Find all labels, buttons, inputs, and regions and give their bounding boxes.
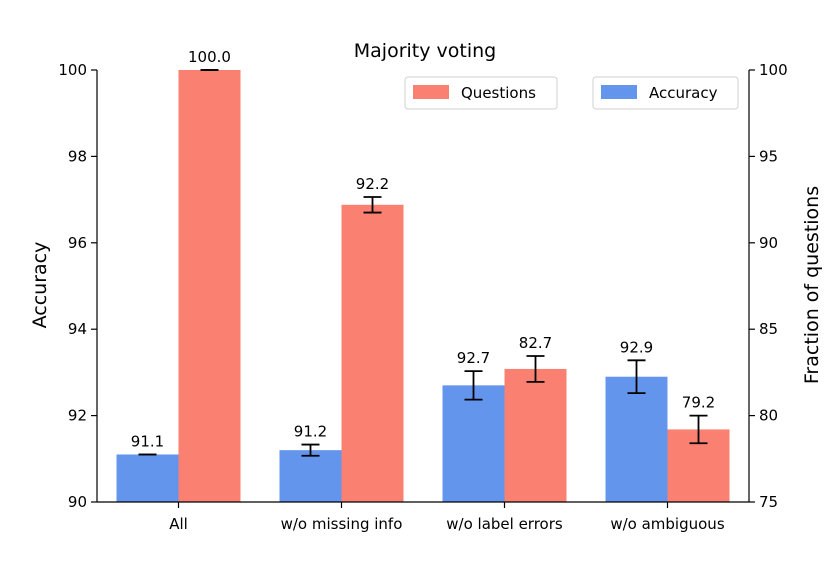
error-bar-questions-1 [363, 196, 382, 214]
data-label-accuracy-2: 92.7 [457, 349, 490, 367]
left-tick-label: 100 [58, 61, 87, 79]
error-bar-questions-3 [689, 414, 708, 445]
left-tick-label: 98 [68, 147, 87, 165]
category-label: w/o ambiguous [610, 515, 724, 533]
legend: Questions Accuracy [404, 76, 739, 110]
error-bar-questions-2 [526, 355, 545, 383]
chart-title: Majority voting [354, 40, 496, 62]
category-label: w/o missing info [281, 515, 403, 533]
data-label-accuracy-0: 91.1 [131, 432, 164, 450]
error-bar-accuracy-3 [627, 359, 646, 395]
error-bar-accuracy-2 [464, 370, 483, 401]
right-axis-title: Fraction of questions [801, 186, 823, 384]
error-bar-accuracy-1 [301, 443, 320, 457]
right-tick-label: 100 [759, 61, 788, 79]
right-tick-label: 90 [759, 234, 778, 252]
legend-swatch [413, 85, 449, 99]
legend-questions: Questions [404, 76, 558, 110]
plot-area: 91.1 91.2 92.7 92.9 100.0 92.2 82.7 79.2 90 92 94 9… [58, 48, 787, 533]
legend-label: Accuracy [649, 84, 718, 102]
data-label-questions-2: 82.7 [519, 334, 552, 352]
left-tick-label: 90 [68, 493, 87, 511]
bar-questions-2 [504, 368, 567, 502]
left-tick-label: 92 [68, 407, 87, 425]
category-label: w/o label errors [446, 515, 563, 533]
bar-accuracy-2 [442, 385, 505, 502]
legend-label: Questions [461, 84, 536, 102]
data-label-accuracy-1: 91.2 [294, 423, 327, 441]
left-tick-label: 96 [68, 234, 87, 252]
bar-accuracy-1 [279, 450, 342, 502]
bar-questions-1 [341, 204, 404, 502]
left-axis-title: Accuracy [29, 242, 51, 329]
bar-questions-0 [178, 70, 241, 502]
legend-swatch [601, 85, 637, 99]
left-tick-label: 94 [68, 320, 87, 338]
data-label-questions-0: 100.0 [188, 48, 231, 66]
data-label-questions-3: 79.2 [682, 394, 715, 412]
right-tick-label: 85 [759, 320, 778, 338]
legend-accuracy: Accuracy [592, 76, 739, 110]
bar-accuracy-3 [605, 376, 668, 502]
bar-accuracy-0 [116, 454, 179, 502]
data-label-questions-1: 92.2 [356, 175, 389, 193]
data-label-accuracy-3: 92.9 [620, 338, 653, 356]
right-tick-label: 80 [759, 407, 778, 425]
right-tick-label: 75 [759, 493, 778, 511]
category-label: All [169, 515, 188, 533]
right-tick-label: 95 [759, 147, 778, 165]
